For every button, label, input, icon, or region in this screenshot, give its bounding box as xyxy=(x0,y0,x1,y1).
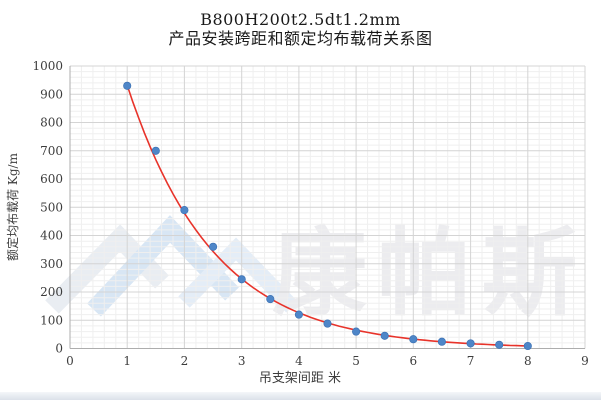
data-point-marker xyxy=(123,81,132,90)
data-point-marker xyxy=(495,340,504,349)
y-axis-title: 额定均布载荷 Kg/m xyxy=(5,152,20,261)
x-axis-tick-label: 0 xyxy=(66,354,74,368)
scatter-series xyxy=(123,81,532,351)
data-point-marker xyxy=(294,310,303,319)
y-axis-tick-label: 500 xyxy=(40,200,63,214)
data-point-marker xyxy=(180,206,189,215)
data-point-marker xyxy=(151,146,160,155)
x-axis-tick-label: 4 xyxy=(295,354,303,368)
data-point-marker xyxy=(409,335,418,344)
data-point-marker xyxy=(266,295,275,304)
x-axis-title: 吊支架间距 米 xyxy=(259,371,341,386)
y-axis-tick-label: 200 xyxy=(40,285,63,299)
y-axis-tick-label: 600 xyxy=(40,172,63,186)
data-point-marker xyxy=(323,319,332,328)
y-axis-tick-label: 800 xyxy=(40,116,63,130)
y-axis-tick-label: 100 xyxy=(40,313,63,327)
x-axis-tick-label: 5 xyxy=(352,354,360,368)
data-point-marker xyxy=(523,341,532,351)
x-axis-tick-label: 7 xyxy=(467,354,475,368)
x-axis-tick-label: 2 xyxy=(181,354,189,368)
data-point-marker xyxy=(209,242,218,251)
x-axis-tick-label: 9 xyxy=(581,354,589,368)
x-axis-tick-label: 6 xyxy=(409,354,417,368)
x-axis-tick-label: 3 xyxy=(238,354,246,368)
data-point-marker xyxy=(237,275,246,284)
y-axis-tick-label: 700 xyxy=(40,144,63,158)
y-axis-tick-label: 900 xyxy=(40,87,63,101)
data-point-marker xyxy=(437,337,446,346)
x-axis-tick-label: 1 xyxy=(123,354,131,368)
data-point-marker xyxy=(466,339,475,348)
chart-title-line1: B800H200t2.5dt1.2mm xyxy=(200,10,401,29)
y-axis-tick-label: 300 xyxy=(40,257,63,271)
watermark-chevron-logo-icon xyxy=(178,237,298,313)
watermark-chevron-logo-icon xyxy=(45,224,169,314)
data-point-marker xyxy=(352,327,361,336)
y-axis-tick-label: 400 xyxy=(40,229,63,243)
bottom-edge-strip xyxy=(0,392,601,400)
x-axis-tick-label: 8 xyxy=(524,354,532,368)
data-point-marker xyxy=(380,331,389,340)
y-axis-tick-label: 0 xyxy=(55,342,63,356)
chart-title-line2: 产品安装跨距和额定均布载荷关系图 xyxy=(168,29,433,48)
y-axis-tick-label: 1000 xyxy=(32,59,63,73)
